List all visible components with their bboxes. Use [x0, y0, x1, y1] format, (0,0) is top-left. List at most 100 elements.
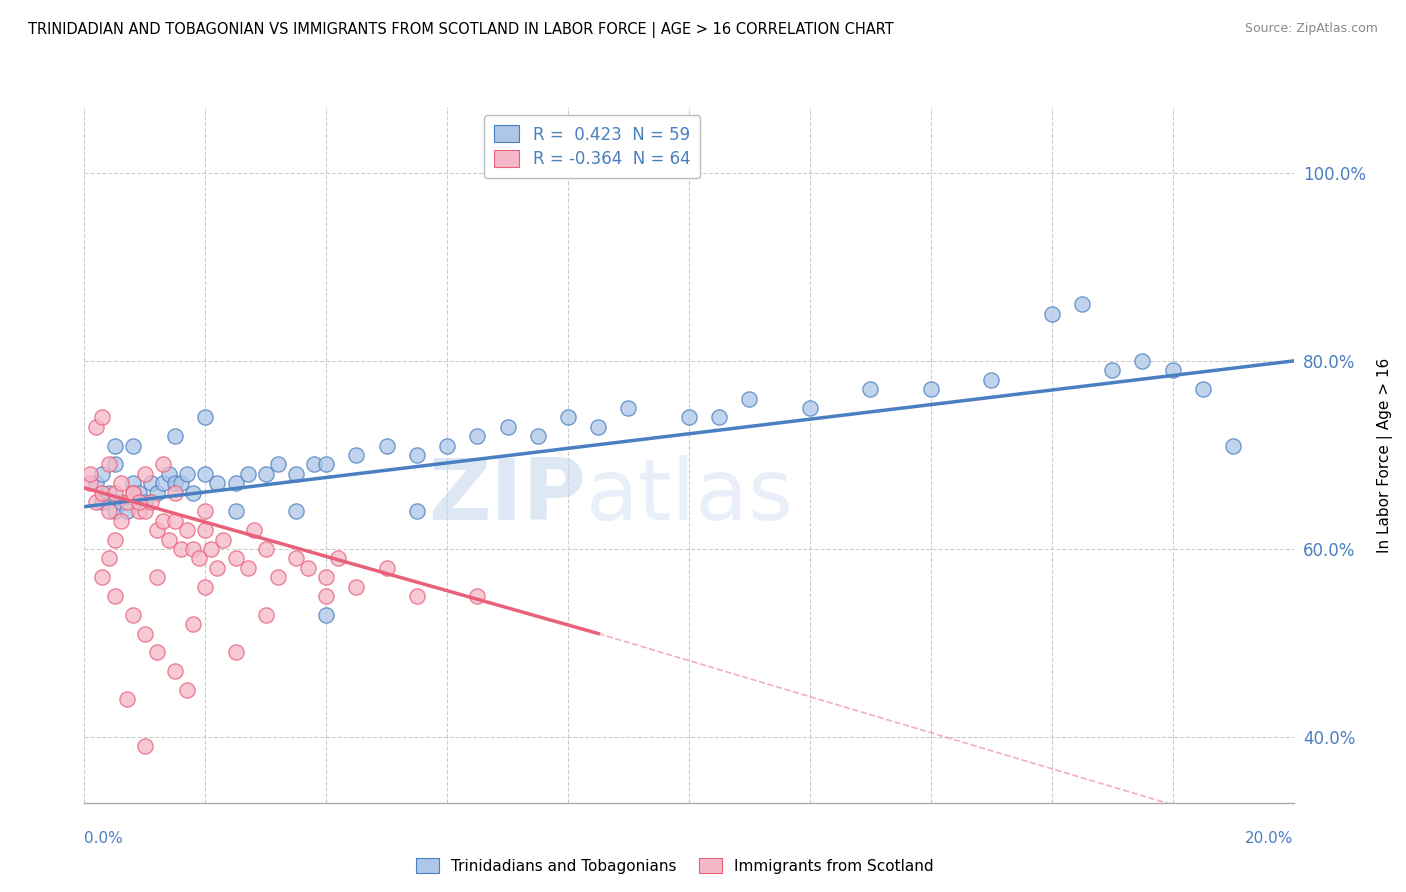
Point: [121, 485, 143, 500]
Point: [104, 589, 127, 603]
Point: [284, 467, 308, 481]
Point: [152, 458, 174, 472]
Point: [194, 523, 217, 537]
Point: [176, 683, 198, 698]
Point: [212, 533, 235, 547]
Point: [194, 410, 217, 425]
Point: [194, 580, 217, 594]
Point: [467, 589, 489, 603]
Point: [115, 692, 138, 706]
Point: [170, 541, 193, 556]
Point: [146, 523, 169, 537]
Point: [315, 570, 337, 584]
Point: [152, 514, 174, 528]
Point: [152, 476, 174, 491]
Point: [557, 410, 579, 425]
Text: 0.0%: 0.0%: [84, 831, 124, 846]
Point: [496, 419, 519, 434]
Point: [86, 495, 108, 509]
Point: [79, 476, 101, 491]
Point: [284, 551, 308, 566]
Point: [128, 485, 150, 500]
Point: [134, 504, 156, 518]
Point: [157, 467, 180, 481]
Point: [165, 429, 187, 443]
Point: [91, 570, 114, 584]
Point: [97, 504, 120, 518]
Point: [284, 504, 308, 518]
Point: [375, 560, 398, 574]
Point: [375, 438, 398, 452]
Point: [97, 458, 120, 472]
Point: [104, 458, 127, 472]
Point: [134, 495, 156, 509]
Point: [181, 541, 204, 556]
Point: [194, 504, 217, 518]
Legend: Trinidadians and Tobagonians, Immigrants from Scotland: Trinidadians and Tobagonians, Immigrants…: [409, 852, 941, 880]
Point: [225, 476, 247, 491]
Point: [86, 476, 108, 491]
Point: [157, 533, 180, 547]
Point: [1101, 363, 1123, 377]
Point: [1071, 297, 1094, 311]
Point: [406, 504, 429, 518]
Point: [139, 476, 162, 491]
Point: [165, 514, 187, 528]
Point: [104, 504, 127, 518]
Point: [134, 626, 156, 640]
Point: [115, 504, 138, 518]
Point: [139, 495, 162, 509]
Point: [134, 739, 156, 754]
Point: [920, 382, 942, 396]
Point: [97, 551, 120, 566]
Point: [527, 429, 550, 443]
Point: [254, 607, 277, 622]
Point: [1222, 438, 1244, 452]
Point: [799, 401, 821, 415]
Point: [176, 523, 198, 537]
Point: [104, 438, 127, 452]
Point: [97, 485, 120, 500]
Point: [121, 476, 143, 491]
Point: [121, 485, 143, 500]
Text: TRINIDADIAN AND TOBAGONIAN VS IMMIGRANTS FROM SCOTLAND IN LABOR FORCE | AGE > 16: TRINIDADIAN AND TOBAGONIAN VS IMMIGRANTS…: [28, 22, 894, 38]
Point: [181, 485, 204, 500]
Point: [436, 438, 458, 452]
Point: [110, 476, 132, 491]
Point: [346, 448, 368, 462]
Point: [115, 495, 138, 509]
Point: [346, 580, 368, 594]
Point: [267, 458, 290, 472]
Text: Source: ZipAtlas.com: Source: ZipAtlas.com: [1244, 22, 1378, 36]
Point: [86, 419, 108, 434]
Point: [79, 467, 101, 481]
Point: [207, 560, 229, 574]
Point: [165, 485, 187, 500]
Text: ZIP: ZIP: [429, 455, 586, 538]
Point: [980, 373, 1002, 387]
Point: [254, 541, 277, 556]
Point: [91, 495, 114, 509]
Point: [91, 410, 114, 425]
Point: [194, 467, 217, 481]
Point: [467, 429, 489, 443]
Point: [104, 533, 127, 547]
Point: [406, 589, 429, 603]
Point: [110, 495, 132, 509]
Point: [134, 467, 156, 481]
Point: [165, 476, 187, 491]
Point: [297, 560, 319, 574]
Point: [207, 476, 229, 491]
Text: atlas: atlas: [586, 455, 794, 538]
Point: [236, 560, 259, 574]
Point: [104, 485, 127, 500]
Point: [121, 438, 143, 452]
Point: [91, 467, 114, 481]
Point: [588, 419, 610, 434]
Point: [1130, 354, 1153, 368]
Point: [302, 458, 325, 472]
Point: [315, 458, 337, 472]
Point: [1040, 307, 1063, 321]
Point: [200, 541, 222, 556]
Point: [315, 607, 337, 622]
